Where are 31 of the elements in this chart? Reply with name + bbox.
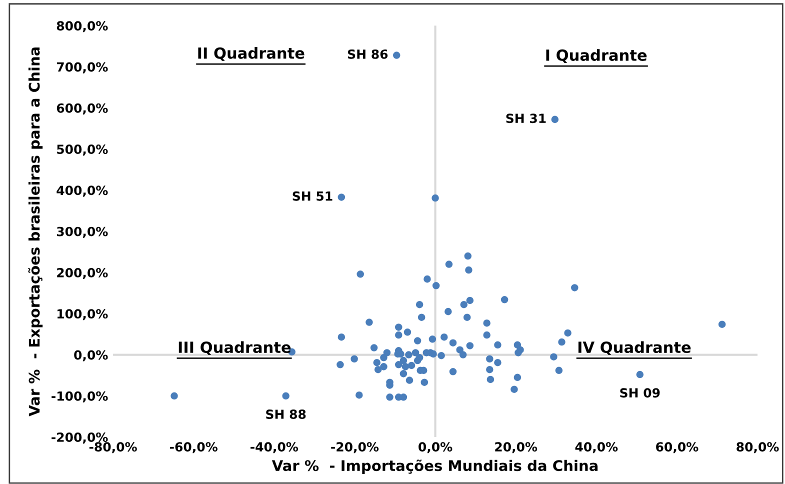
x-tick-label: -40,0% [250, 442, 298, 454]
annotation: SH 09 [620, 388, 660, 398]
x-tick-label: -60,0% [170, 442, 218, 454]
y-tick-label: 500,0% [57, 144, 108, 156]
x-axis-title: Var % - Importações Mundiais da China [272, 460, 598, 474]
x-tick-label: 0,0% [418, 442, 452, 454]
annotation: SH 86 [348, 49, 388, 59]
y-tick-label: 100,0% [58, 309, 108, 320]
y-tick-label: 300,0% [56, 226, 108, 238]
y-tick-label: 400,0% [56, 186, 108, 197]
y-tick-label: -200,0% [52, 432, 108, 444]
y-tick-label: 700,0% [56, 62, 108, 74]
annotation: I Quadrante [546, 49, 647, 63]
x-tick-label: -20,0% [331, 442, 379, 454]
y-axis-title: Var % - Exportações brasileiras para a China [28, 47, 43, 416]
annotation: SH 31 [506, 114, 546, 124]
annotation: III Quadrante [178, 341, 291, 356]
y-tick-label: 800,0% [56, 21, 108, 32]
annotation: IV Quadrante [578, 341, 691, 356]
y-tick-label: 600,0% [56, 103, 108, 114]
y-tick-label: 200,0% [57, 268, 108, 280]
y-tick-label: -100,0% [52, 391, 108, 402]
x-tick-label: 80,0% [736, 442, 779, 454]
annotation: SH 51 [292, 191, 332, 201]
y-tick-label: 0,0% [74, 350, 108, 362]
annotation: SH 88 [266, 410, 306, 419]
x-tick-label: -80,0% [89, 442, 137, 454]
annotation: II Quadrante [198, 47, 304, 61]
x-tick-label: 40,0% [575, 442, 618, 454]
x-tick-label: 60,0% [656, 442, 698, 454]
x-tick-label: 20,0% [495, 442, 538, 454]
